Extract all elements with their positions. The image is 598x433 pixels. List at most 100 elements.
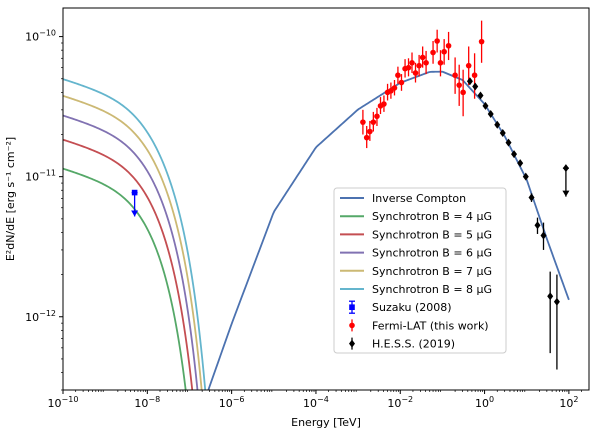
- data-point-2-16-arrow-head: [562, 190, 570, 197]
- x-tick-mantissa: 10: [219, 397, 233, 410]
- data-point-2-14-marker: [547, 292, 554, 301]
- data-point-1-4-marker: [374, 113, 380, 120]
- legend-label-2: Synchrotron B = 5 μG: [372, 228, 492, 241]
- legend-label-8: H.E.S.S. (2019): [372, 338, 455, 351]
- x-tick-label: 10−6: [219, 395, 245, 410]
- data-point-1-11-marker: [398, 79, 405, 86]
- x-tick-label: 100: [475, 395, 494, 410]
- data-point-2-8-marker: [511, 150, 518, 159]
- plot-frame: [62, 7, 590, 391]
- x-tick-exponent: −2: [401, 395, 413, 404]
- data-point-2-13-marker: [540, 231, 547, 240]
- data-point-2-3-marker: [482, 101, 489, 110]
- y-tick-mantissa: 10: [25, 171, 39, 184]
- x-tick-mantissa: 10: [559, 397, 573, 410]
- data-point-2-16-marker: [562, 164, 569, 173]
- x-tick-exponent: −4: [317, 395, 329, 404]
- x-tick-mantissa: 10: [387, 397, 401, 410]
- data-point-2-4-marker: [487, 110, 494, 119]
- y-tick-mantissa: 10: [25, 31, 39, 44]
- x-tick-exponent: −8: [148, 395, 160, 404]
- data-point-2-12-marker: [534, 221, 541, 230]
- data-point-2-1-marker: [472, 82, 479, 91]
- data-point-1-2-marker: [367, 128, 373, 135]
- legend-label-7: Fermi-LAT (this work): [372, 319, 489, 332]
- data-point-1-26-marker: [460, 89, 466, 96]
- data-point-1-15-marker: [412, 70, 419, 76]
- model-curve-3: [63, 114, 199, 390]
- data-point-1-22-marker: [441, 48, 447, 55]
- data-point-1-23-marker: [445, 42, 452, 49]
- x-tick-label: 10−8: [134, 395, 160, 410]
- legend-label-1: Synchrotron B = 4 μG: [372, 210, 492, 223]
- data-point-1-29-marker: [478, 38, 485, 45]
- legend-marker-7: [349, 322, 355, 329]
- y-tick-label: 10−12: [25, 309, 56, 324]
- legend-label-5: Synchrotron B = 8 μG: [372, 283, 492, 296]
- legend-label-3: Synchrotron B = 6 μG: [372, 247, 492, 260]
- legend-label-4: Synchrotron B = 7 μG: [372, 265, 492, 278]
- model-curve-1: [63, 167, 187, 390]
- data-point-1-14-marker: [409, 60, 415, 66]
- data-point-1-21-marker: [437, 60, 444, 66]
- x-tick-exponent: 0: [489, 395, 494, 404]
- data-point-1-25-marker: [456, 82, 462, 88]
- data-point-1-27-marker: [465, 62, 472, 69]
- model-curve-4: [63, 94, 203, 390]
- data-point-1-10-marker: [395, 72, 401, 79]
- data-points: [131, 20, 570, 370]
- legend-marker-6: [349, 304, 355, 310]
- data-point-2-10-marker: [522, 172, 529, 181]
- y-tick-label: 10−11: [25, 169, 56, 184]
- data-point-1-0-marker: [360, 119, 366, 125]
- y-tick-exponent: −10: [39, 29, 56, 38]
- data-point-1-13-marker: [405, 64, 412, 71]
- data-point-2-7-marker: [505, 138, 512, 147]
- data-point-1-17-marker: [419, 54, 426, 61]
- x-tick-exponent: 2: [573, 395, 578, 404]
- y-tick-label: 10−10: [25, 29, 56, 44]
- data-point-1-18-marker: [423, 60, 429, 66]
- data-point-1-19-marker: [430, 49, 436, 56]
- data-point-2-5-marker: [494, 120, 501, 129]
- data-point-0-0-marker: [131, 189, 138, 196]
- data-point-1-28-marker: [471, 72, 478, 79]
- data-point-2-0-marker: [466, 77, 473, 86]
- x-tick-mantissa: 10: [48, 397, 62, 410]
- legend-label-0: Inverse Compton: [372, 192, 466, 205]
- model-curve-2: [63, 138, 194, 390]
- data-point-1-6-marker: [381, 101, 387, 107]
- legend-label-6: Suzaku (2008): [372, 301, 452, 314]
- data-point-1-9-marker: [391, 85, 398, 91]
- x-tick-label: 10−10: [48, 395, 79, 410]
- data-point-1-3-marker: [370, 119, 377, 125]
- legend-box: [333, 187, 507, 354]
- data-point-2-9-marker: [517, 159, 524, 168]
- data-point-1-16-marker: [416, 62, 422, 69]
- x-tick-mantissa: 10: [475, 397, 489, 410]
- data-point-1-1-marker: [363, 134, 370, 141]
- y-axis-label: E²dN/dE [erg s⁻¹ cm⁻²]: [4, 137, 17, 261]
- x-tick-label: 102: [559, 395, 578, 410]
- data-point-2-11-marker: [528, 193, 535, 202]
- x-tick-exponent: −10: [62, 395, 79, 404]
- data-point-0-0-arrow-head: [131, 210, 139, 217]
- x-tick-exponent: −6: [233, 395, 245, 404]
- x-tick-label: 10−2: [387, 395, 413, 410]
- data-point-2-15-marker: [553, 297, 560, 306]
- legend-marker-8: [349, 339, 355, 348]
- data-point-2-6-marker: [499, 129, 506, 138]
- x-tick-label: 10−4: [303, 395, 329, 410]
- x-axis-label: Energy [TeV]: [291, 416, 361, 429]
- y-tick-mantissa: 10: [25, 311, 39, 324]
- x-tick-mantissa: 10: [134, 397, 148, 410]
- legend: Inverse Compton Synchrotron B = 4 μG Synch…: [333, 187, 507, 354]
- x-tick-mantissa: 10: [303, 397, 317, 410]
- x-axis-ticks: 10−10 10−8 10−6 10−4 10−2 100 102: [48, 390, 582, 410]
- model-curve-5: [63, 78, 207, 390]
- data-point-1-24-marker: [452, 72, 458, 79]
- data-point-1-20-marker: [434, 38, 440, 44]
